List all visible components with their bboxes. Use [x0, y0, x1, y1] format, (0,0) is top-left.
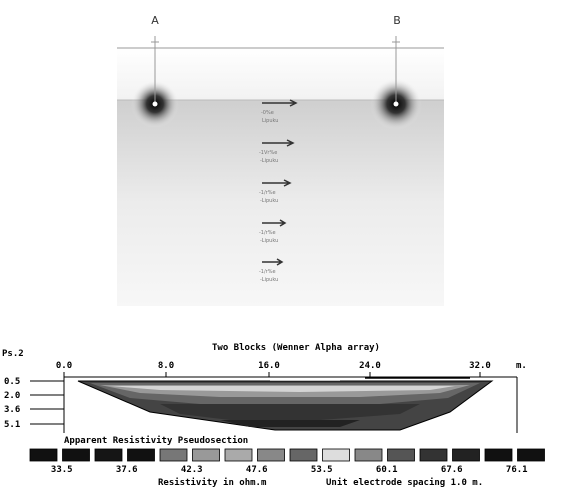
depth-tick-label: 5.1 — [4, 420, 20, 430]
probe-5: -1/r%e -Lipuku — [259, 258, 284, 283]
probe-label-2a: -1Vr%e — [259, 150, 277, 156]
probe-label-4b: -Lipuku — [260, 238, 278, 244]
legend-swatch — [127, 448, 155, 462]
arrow-icon — [262, 258, 284, 266]
section-label: Apparent Resistivity Pseudosection — [64, 435, 248, 446]
legend-swatch — [159, 448, 188, 462]
probe-label-2b: -Lipuku — [260, 158, 278, 164]
electrode-a-label: A — [151, 14, 159, 27]
probe-label-3a: -1/r%e — [259, 190, 276, 196]
legend-swatch — [94, 448, 123, 462]
legend-swatch — [322, 448, 350, 462]
legend-swatch — [29, 448, 58, 462]
contour-band — [220, 420, 360, 427]
pseudosection-panel: Two Blocks (Wenner Alpha array) Ps.2 0.0… — [2, 343, 545, 488]
legend-swatch — [354, 448, 383, 462]
depth-tick-label: 3.6 — [4, 405, 20, 415]
probe-label-3b: -Lipuku — [260, 198, 278, 204]
legend-swatch — [257, 448, 285, 462]
probe-label-1b: Lipuku — [262, 118, 278, 124]
legend-swatch — [452, 448, 480, 462]
ps-label: Ps.2 — [2, 349, 24, 359]
legend-value: 42.3 — [181, 465, 203, 475]
field-panel: A B -0%e Lipuku -1Vr%e -Lipuku -1/r%e -L… — [117, 14, 444, 306]
depth-tick-label: 0.5 — [4, 377, 20, 387]
pseudosection-title: Two Blocks (Wenner Alpha array) — [212, 343, 380, 353]
legend-swatch — [419, 448, 448, 462]
ground-region — [117, 100, 444, 306]
legend-swatch — [387, 448, 415, 462]
arrow-icon — [262, 139, 295, 147]
electrode-b-label: B — [393, 14, 401, 27]
x-tick-label: 24.0 — [359, 361, 381, 371]
color-legend: 33.5 37.6 42.3 47.6 53.5 60.1 67.6 76.1 — [29, 448, 545, 475]
x-tick-label: 0.0 — [56, 361, 72, 371]
legend-value: 76.1 — [506, 465, 528, 475]
probe-label-5b: -Lipuku — [260, 277, 278, 283]
legend-value: 37.6 — [116, 465, 138, 475]
legend-value: 53.5 — [311, 465, 333, 475]
x-unit-label: m. — [516, 361, 527, 371]
legend-swatch — [192, 448, 220, 462]
legend-swatch — [289, 448, 318, 462]
depth-tick-label: 2.0 — [4, 391, 20, 401]
arrow-icon — [262, 179, 292, 187]
arrow-icon — [262, 219, 287, 227]
contour-band — [110, 386, 455, 392]
probe-4: -1/r%e -Lipuku — [259, 219, 287, 244]
legend-swatch — [224, 448, 253, 462]
legend-value: 47.6 — [246, 465, 268, 475]
legend-value: 67.6 — [441, 465, 463, 475]
probe-label-1a: -0%e — [261, 110, 274, 116]
arrow-icon — [262, 99, 298, 107]
electrode-b-marker — [393, 101, 399, 107]
probe-label-5a: -1/r%e — [259, 269, 276, 275]
probe-3: -1/r%e -Lipuku — [259, 179, 292, 204]
probe-1: -0%e Lipuku — [261, 99, 298, 124]
probe-2: -1Vr%e -Lipuku — [259, 139, 295, 164]
x-tick-label: 8.0 — [158, 361, 174, 371]
legend-swatch — [62, 448, 90, 462]
probe-label-4a: -1/r%e — [259, 230, 276, 236]
electrode-a-marker — [152, 101, 158, 107]
legend-swatch — [517, 448, 545, 462]
x-tick-label: 32.0 — [469, 361, 491, 371]
contour-band — [160, 404, 420, 420]
x-tick-label: 16.0 — [258, 361, 280, 371]
footer-left: Resistivity in ohm.m — [158, 477, 267, 488]
legend-value: 60.1 — [376, 465, 398, 475]
legend-value: 33.5 — [51, 465, 73, 475]
footer-right: Unit electrode spacing 1.0 m. — [326, 477, 483, 488]
legend-swatch — [484, 448, 513, 462]
